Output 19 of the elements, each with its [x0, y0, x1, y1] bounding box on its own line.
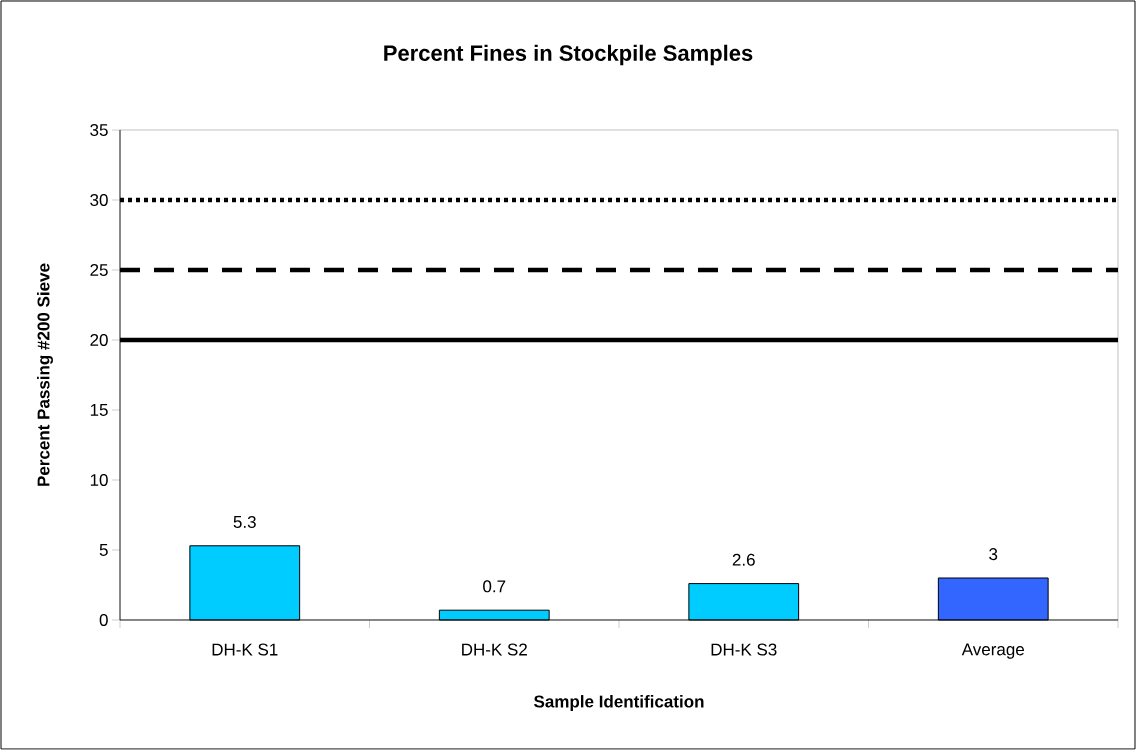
y-tick-label: 25: [90, 263, 108, 277]
data-label: 2.6: [732, 553, 755, 566]
y-tick-label: 0: [99, 613, 108, 627]
x-tick-label: DH-K S2: [462, 643, 527, 656]
x-axis-title: Sample Identification: [534, 695, 704, 711]
y-tick-label: 10: [90, 473, 108, 487]
x-tick-label: DH-K S1: [212, 643, 278, 656]
y-tick-label: 20: [90, 333, 108, 347]
y-tick-label: 35: [90, 123, 108, 137]
y-tick-label: 15: [90, 404, 108, 416]
y-tick-label: 30: [90, 193, 108, 207]
x-tick-label: DH-K S3: [711, 643, 777, 656]
chart-title: Percent Fines in Stockpile Samples: [384, 44, 753, 66]
data-label: 0.7: [483, 580, 506, 593]
data-label: 5.3: [233, 515, 256, 528]
data-label: 3: [989, 548, 998, 561]
y-tick-label: 5: [99, 544, 108, 556]
x-tick-label: Average: [961, 643, 1024, 659]
y-axis-title: Percent Passing #200 Sieve: [37, 263, 53, 486]
